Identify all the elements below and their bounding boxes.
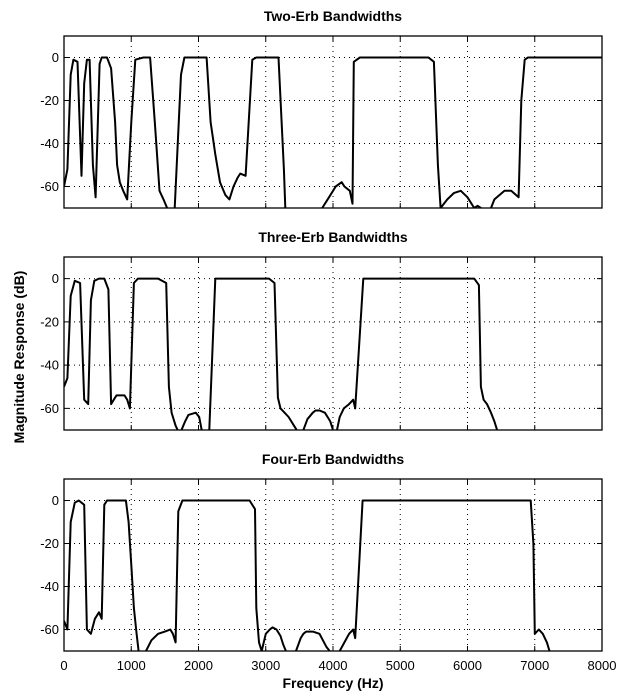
y-tick-label: -60 [40,622,59,637]
plot-frame [63,256,603,431]
chart-panel-1: Two-Erb Bandwidths 0 -20 -40 -60 [40,8,603,209]
plot-frame [63,35,603,209]
y-axis-label: Magnitude Response (dB) [11,271,27,444]
y-tick-label: -60 [40,179,59,194]
magnitude-response-curve [64,277,499,430]
x-tick-label: 3000 [251,658,280,673]
y-tick-label: 0 [52,493,59,508]
x-tick-label: 4000 [319,658,348,673]
chart-title: Two-Erb Bandwidths [264,8,402,24]
chart-title: Four-Erb Bandwidths [262,451,405,467]
x-tick-label: 5000 [386,658,415,673]
y-tick-label: -20 [40,314,59,329]
chart-panel-3: Four-Erb Bandwidths 0 -20 -40 -60 0 1000 2000 30… [40,451,616,673]
chart-panel-2: Three-Erb Bandwidths 0 -20 -40 -60 [40,229,603,431]
y-tick-label: 0 [52,50,59,65]
x-tick-label: 2000 [184,658,213,673]
magnitude-response-curve [64,56,602,208]
y-tick-label: -20 [40,93,59,108]
chart-title: Three-Erb Bandwidths [258,229,408,245]
magnitude-response-curve [64,499,551,651]
x-tick-label: 8000 [588,658,617,673]
y-tick-label: -20 [40,536,59,551]
y-tick-label: 0 [52,271,59,286]
y-tick-label: -60 [40,401,59,416]
y-tick-label: -40 [40,136,59,151]
y-tick-label: -40 [40,358,59,373]
x-tick-label: 6000 [453,658,482,673]
y-tick-label: -40 [40,579,59,594]
x-tick-label: 0 [60,658,67,673]
x-tick-label: 7000 [520,658,549,673]
x-tick-label: 1000 [117,658,146,673]
plot-frame [63,478,603,652]
x-axis-label: Frequency (Hz) [282,675,383,691]
